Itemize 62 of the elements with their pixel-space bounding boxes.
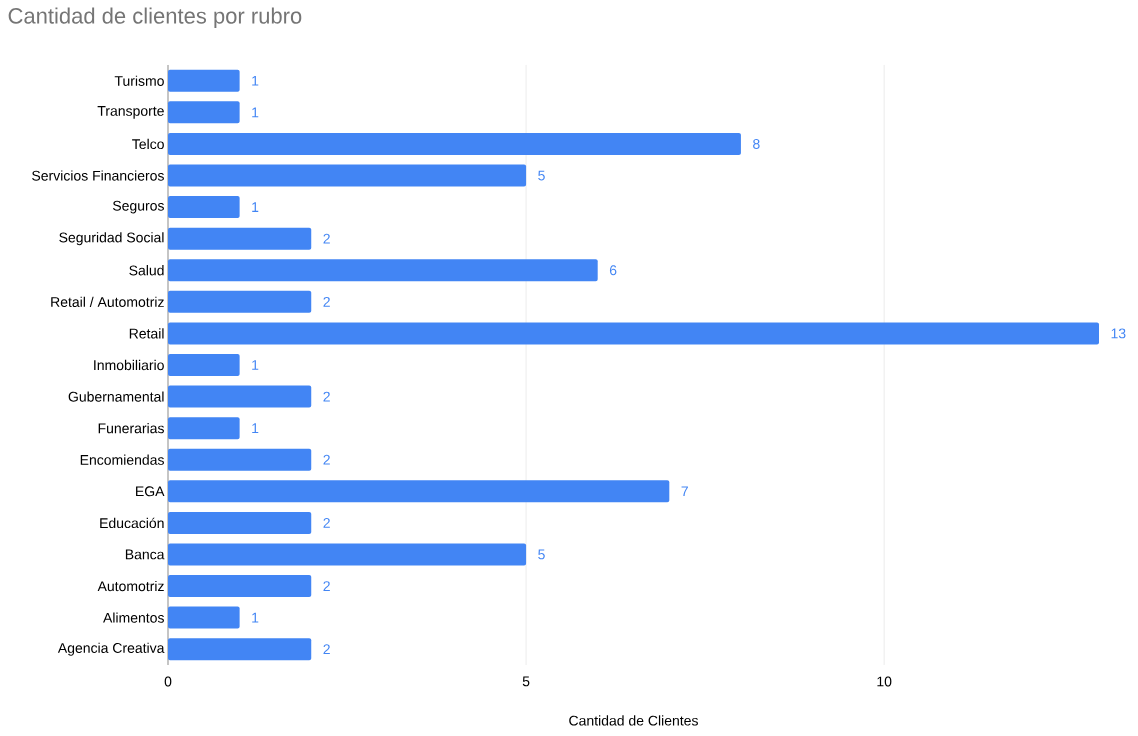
bar: [168, 575, 312, 598]
y-tick-label: EGA: [136, 486, 165, 497]
bar: [168, 132, 741, 155]
data-label: 6: [609, 265, 617, 276]
chart-title: Cantidad de clientes por rubro: [8, 7, 302, 29]
data-label: 1: [252, 423, 259, 433]
y-tick-label: Educación: [100, 517, 164, 529]
data-label: 2: [323, 581, 330, 591]
bar: [168, 480, 670, 503]
x-tick-label: 10: [877, 676, 892, 687]
bar: [168, 543, 527, 566]
bar: [168, 385, 312, 408]
bar: [168, 448, 312, 471]
y-tick-label: Transporte: [97, 106, 164, 119]
data-label: 13: [1111, 328, 1126, 339]
bar: [168, 290, 312, 313]
x-tick-label: 0: [164, 676, 172, 687]
data-label: 1: [252, 360, 259, 370]
data-label: 2: [323, 391, 330, 402]
bar: [168, 638, 312, 661]
data-label: 8: [753, 138, 760, 149]
y-tick-label: Seguros: [112, 200, 164, 214]
bar: [168, 101, 240, 124]
bar: [168, 196, 240, 219]
y-tick-label: Encomiendas: [80, 454, 164, 465]
y-tick-label: Inmobiliario: [94, 359, 164, 371]
y-tick-label: Automotriz: [97, 580, 164, 592]
data-label: 5: [538, 170, 545, 181]
y-tick-label: Salud: [129, 265, 164, 276]
data-label: 1: [252, 202, 259, 212]
x-axis-title: Cantidad de Clientes: [569, 715, 698, 726]
data-label: 1: [252, 612, 259, 623]
data-label: 1: [252, 107, 259, 118]
data-label: 2: [323, 296, 330, 307]
y-tick-label: Telco: [132, 138, 164, 150]
data-label: 5: [538, 549, 545, 560]
bar: [168, 511, 312, 534]
bar: [168, 259, 598, 282]
y-tick-label: Seguridad Social: [59, 232, 164, 246]
y-tick-label: Agencia Creativa: [57, 642, 165, 656]
y-tick-label: Retail / Automotriz: [51, 296, 164, 307]
y-tick-label: Retail: [129, 328, 164, 339]
data-label: 2: [323, 233, 330, 244]
data-label: 7: [681, 486, 688, 497]
x-tick-label: 5: [522, 676, 530, 687]
data-label: 1: [252, 75, 259, 86]
bar: [168, 227, 312, 250]
data-label: 2: [323, 454, 330, 465]
bar: [168, 606, 240, 629]
y-tick-label: Turismo: [114, 75, 164, 86]
bar: [168, 164, 527, 187]
bar: [168, 353, 240, 376]
y-tick-label: Funerarias: [98, 423, 164, 434]
y-tick-label: Alimentos: [103, 612, 164, 623]
bar: [168, 322, 1099, 345]
bar: [168, 417, 240, 440]
y-tick-label: Gubernamental: [68, 391, 164, 402]
bar: [168, 69, 240, 92]
data-label: 2: [323, 644, 330, 655]
y-tick-label: Banca: [125, 549, 165, 560]
data-label: 2: [323, 517, 330, 528]
y-tick-label: Servicios Financieros: [32, 170, 164, 181]
